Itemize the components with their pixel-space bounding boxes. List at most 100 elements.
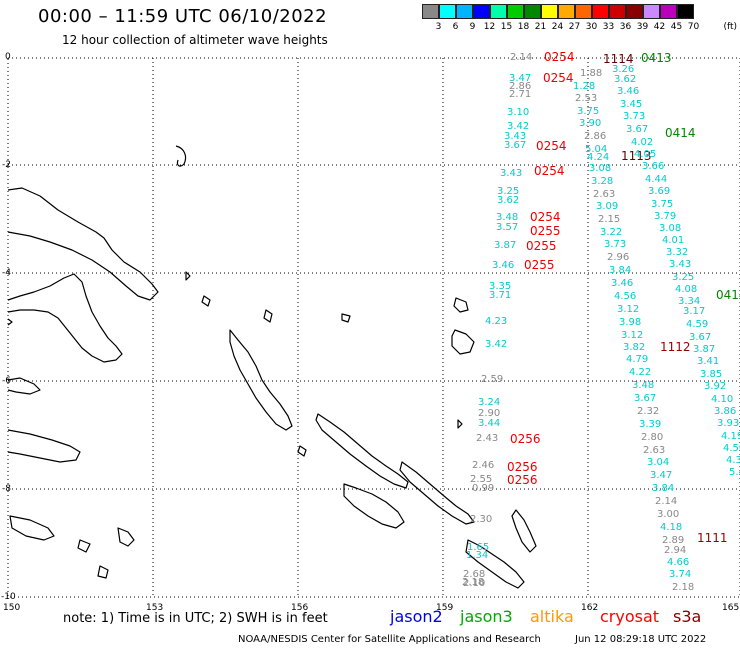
swh-value: 3.47 [509, 73, 532, 84]
legend-swatch [643, 4, 660, 19]
swh-value: 3.73 [623, 111, 646, 122]
legend-swatch [609, 4, 626, 19]
pass-time-label: 0254 [543, 71, 574, 85]
legend-label: 27 [568, 22, 581, 32]
swh-value: 3.39 [639, 419, 662, 430]
swh-value: 3.92 [704, 381, 727, 392]
y-tick-1: -2 [2, 160, 11, 170]
pass-time-label: 0414 [716, 288, 740, 302]
swh-value: 4.23 [485, 316, 508, 327]
swh-value: 2.68 [463, 569, 486, 580]
x-tick-5: 165 [722, 603, 740, 613]
swh-value: 3.46 [492, 260, 515, 271]
color-legend [422, 4, 694, 19]
swh-value: 4.22 [629, 367, 652, 378]
swh-value: 3.25 [497, 186, 520, 197]
pass-time-label: 1114 [603, 52, 634, 66]
swh-value: 3.24 [478, 397, 501, 408]
legend-swatch [473, 4, 490, 19]
legend-unit: (ft) [723, 22, 737, 32]
legend-swatch [575, 4, 592, 19]
swh-value: 3.44 [478, 418, 501, 429]
swh-value: 5.04 [585, 144, 608, 155]
swh-value: 2.86 [584, 131, 607, 142]
legend-swatch [524, 4, 541, 19]
swh-value: 3.25 [672, 272, 695, 283]
swh-value: 4.56 [614, 291, 637, 302]
swh-value: 2.10 [463, 578, 486, 589]
legend-label: 42 [653, 22, 666, 32]
swh-value: 2.55 [470, 474, 493, 485]
swh-value: 3.75 [577, 106, 600, 117]
swh-value: 2.43 [476, 433, 499, 444]
swh-value: 3.79 [654, 211, 677, 222]
swh-value: 3.12 [621, 330, 644, 341]
pass-time-label: 0255 [530, 224, 561, 238]
x-tick-2: 156 [291, 603, 309, 613]
swh-value: 3.10 [507, 107, 530, 118]
legend-swatch [456, 4, 473, 19]
swh-value: 3.43 [669, 259, 692, 270]
color-legend-labels: 3 6 9 12 15 18 21 24 27 30 33 36 39 42 45 70 [422, 22, 740, 34]
swh-value: 4.01 [662, 235, 685, 246]
legend-label: 3 [435, 22, 442, 32]
legend-swatch [677, 4, 694, 19]
swh-value: 3.26 [612, 64, 635, 75]
map-note: note: 1) Time is in UTC; 2) SWH is in fe… [63, 611, 328, 626]
swh-value: 3.47 [650, 470, 673, 481]
swh-value: 3.90 [579, 118, 602, 129]
pass-time-label: 0414 [665, 126, 696, 140]
swh-value: 1.65 [467, 542, 490, 553]
swh-value: 2.86 [509, 81, 532, 92]
swh-value: 3.32 [666, 247, 689, 258]
legend-swatch [490, 4, 507, 19]
swh-value: 3.84 [609, 265, 632, 276]
swh-value: 5.4 [729, 467, 740, 478]
swh-value: 2.59 [481, 374, 504, 385]
swh-value: 3.93 [717, 418, 740, 429]
swh-value: 3.84 [652, 483, 675, 494]
swh-value: 4.05 [634, 149, 657, 160]
legend-label: 12 [483, 22, 496, 32]
swh-value: 3.08 [659, 223, 682, 234]
swh-value: 4.79 [626, 354, 649, 365]
legend-label: 39 [636, 22, 649, 32]
swh-value: 3.67 [626, 124, 649, 135]
swh-value: 4.10 [711, 394, 734, 405]
swh-value: 3.43 [500, 168, 523, 179]
legend-label: 24 [551, 22, 564, 32]
sat-jason2: jason2 [390, 607, 443, 626]
footer-credit: NOAA/NESDIS Center for Satellite Applica… [238, 634, 541, 645]
x-tick-1: 153 [146, 603, 164, 613]
y-tick-5: -10 [1, 592, 16, 602]
swh-value: 2.14 [655, 496, 678, 507]
legend-swatch [422, 4, 439, 19]
pass-time-label: 1112 [660, 340, 691, 354]
pass-time-label: 0254 [536, 139, 567, 153]
map-frame [7, 57, 740, 598]
swh-value: 3.73 [604, 239, 627, 250]
swh-value: 3.28 [591, 176, 614, 187]
swh-value: 2.14 [510, 52, 533, 63]
swh-value: 3.67 [634, 393, 657, 404]
swh-value: 3.66 [642, 161, 665, 172]
pass-time-label: 0254 [534, 164, 565, 178]
legend-swatch [439, 4, 456, 19]
y-tick-3: -6 [2, 376, 11, 386]
swh-value: 3.87 [494, 240, 517, 251]
swh-value: 2.90 [478, 408, 501, 419]
swh-value: 3.22 [600, 227, 623, 238]
swh-value: 3.67 [504, 140, 527, 151]
legend-label: 45 [670, 22, 683, 32]
swh-value: 2.32 [637, 406, 660, 417]
pass-time-label: 0255 [524, 258, 555, 272]
legend-label: 21 [534, 22, 547, 32]
swh-value: 3.98 [619, 317, 642, 328]
swh-value: 2.53 [575, 93, 598, 104]
legend-swatch [507, 4, 524, 19]
pass-time-label: 0254 [530, 210, 561, 224]
swh-value: 4.18 [660, 522, 683, 533]
swh-value: 3.85 [700, 369, 723, 380]
pass-time-label: 0413 [641, 51, 672, 65]
